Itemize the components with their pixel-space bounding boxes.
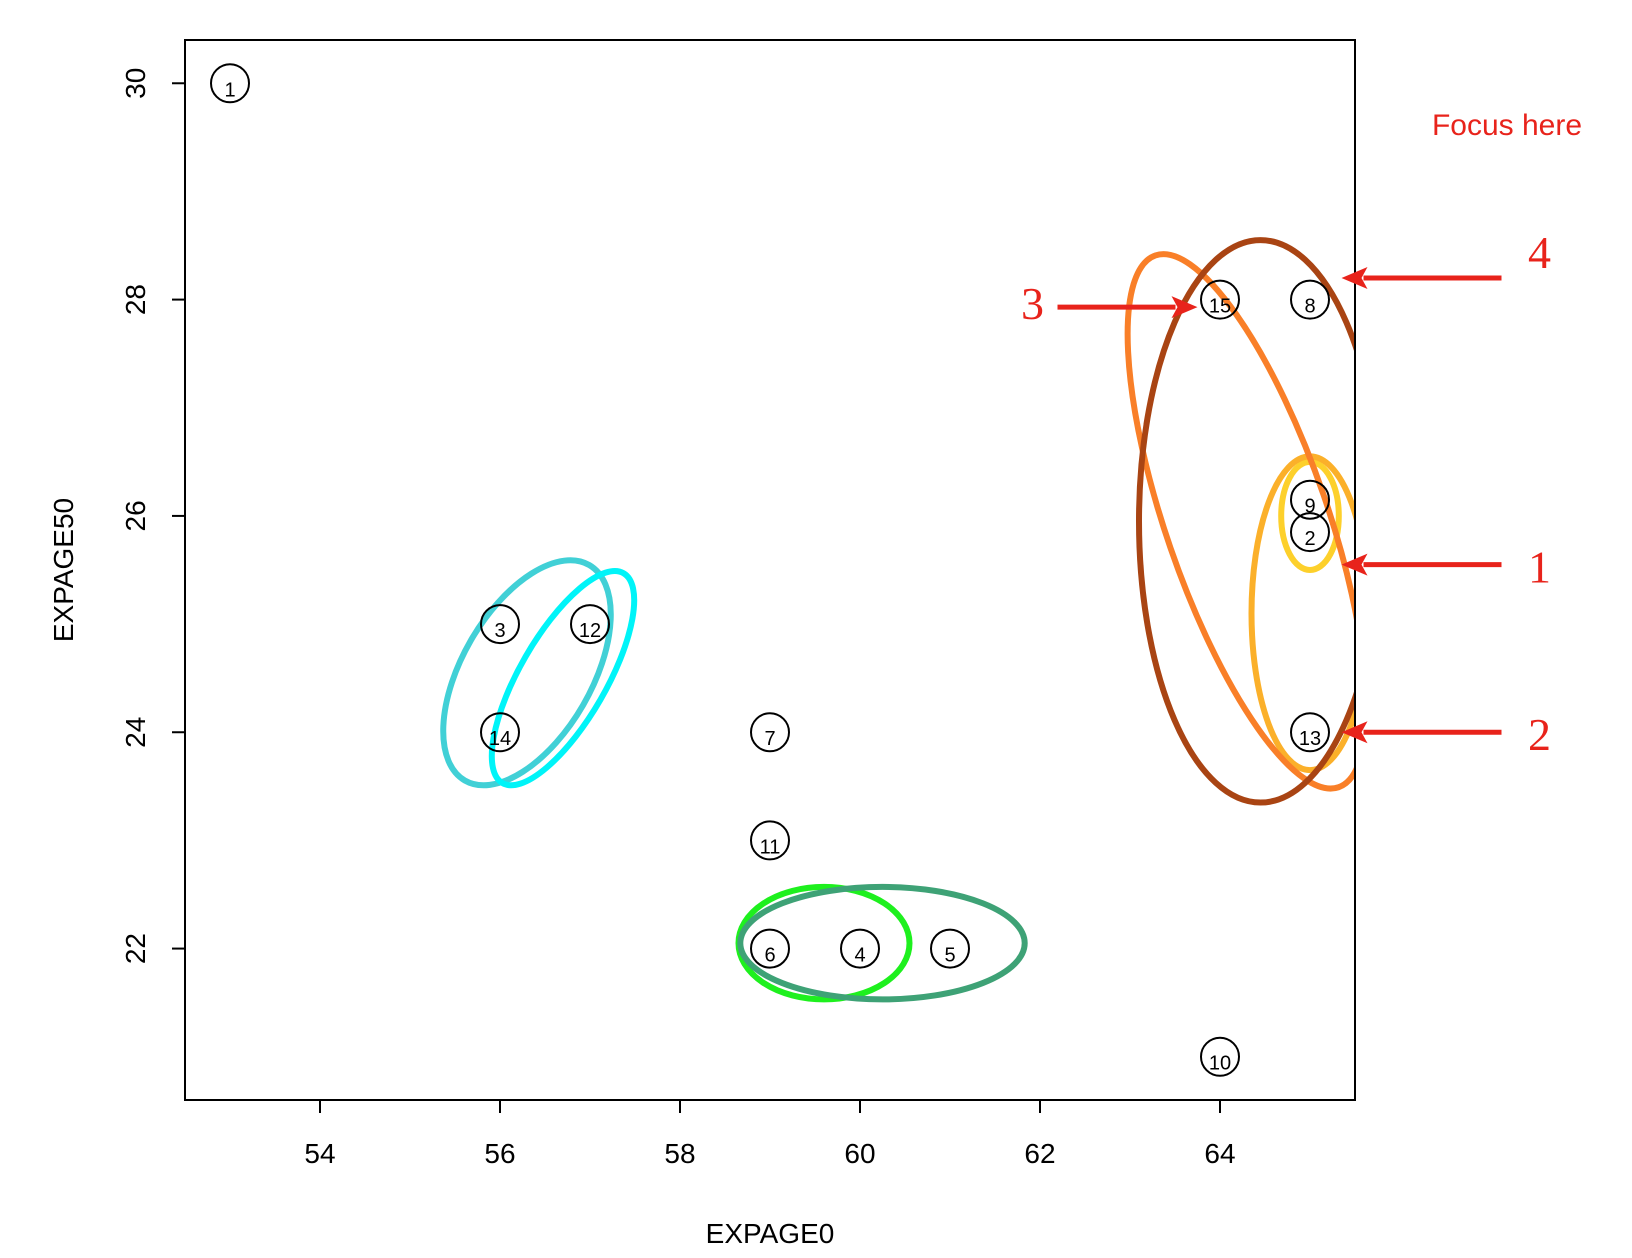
annotation-label: 4 (1528, 227, 1551, 278)
arrow-head (1171, 296, 1198, 319)
point-label: 12 (579, 620, 601, 642)
cluster-ellipse (735, 883, 913, 1003)
x-axis: 54 56 58 60 62 64 (304, 1100, 1236, 1169)
point-label: 7 (764, 728, 775, 750)
data-point: 7 (750, 712, 790, 753)
point-label: 8 (1304, 296, 1315, 318)
data-point: 12 (570, 604, 610, 645)
focus-note: Focus here (1432, 109, 1582, 142)
point-marker (1200, 1036, 1240, 1077)
data-point: 10 (1200, 1036, 1240, 1077)
data-point: 5 (930, 928, 970, 969)
point-label: 1 (224, 79, 235, 101)
point-marker (570, 604, 610, 645)
arrow-head (1341, 553, 1368, 576)
point-marker (1290, 479, 1330, 520)
data-point: 6 (750, 928, 790, 969)
annotation-arrow: 4 (1341, 227, 1551, 289)
x-tick-label: 62 (1024, 1138, 1055, 1169)
data-point: 13 (1290, 712, 1330, 753)
annotation-arrows: 1 2 3 4 (1021, 227, 1551, 760)
data-point: 15 (1200, 279, 1240, 320)
cluster-ellipse (488, 568, 638, 789)
point-marker (750, 928, 790, 969)
arrow-head (1341, 266, 1368, 289)
cluster-ellipse (440, 557, 614, 789)
x-tick-label: 64 (1204, 1138, 1235, 1169)
cluster-ellipses (440, 237, 1355, 1003)
point-marker (480, 712, 520, 753)
annotation-arrow: 3 (1021, 278, 1198, 329)
point-marker (1290, 712, 1330, 753)
data-point: 14 (480, 712, 520, 753)
point-label: 2 (1304, 528, 1315, 550)
y-axis-label: EXPAGE50 (48, 498, 79, 642)
point-marker (750, 712, 790, 753)
x-tick-label: 60 (844, 1138, 875, 1169)
annotation-label: 1 (1528, 542, 1551, 593)
data-point: 2 (1290, 512, 1330, 553)
x-tick-label: 54 (304, 1138, 335, 1169)
y-tick-label: 26 (120, 500, 151, 531)
point-marker (210, 63, 250, 104)
point-label: 13 (1299, 728, 1321, 750)
x-tick-label: 56 (484, 1138, 515, 1169)
point-label: 15 (1209, 296, 1231, 318)
point-marker (750, 820, 790, 861)
annotation-arrow: 2 (1341, 709, 1551, 760)
cluster-ellipse (1136, 237, 1355, 806)
y-tick-label: 28 (120, 284, 151, 315)
annotation-label: 3 (1021, 278, 1044, 329)
data-point: 9 (1290, 479, 1330, 520)
annotation-label: 2 (1528, 709, 1551, 760)
point-label: 3 (494, 620, 505, 642)
annotation-arrow: 1 (1341, 542, 1551, 593)
point-marker (840, 928, 880, 969)
point-marker (1290, 512, 1330, 553)
point-marker (1290, 279, 1330, 320)
point-marker (480, 604, 520, 645)
data-point: 1 (210, 63, 250, 104)
x-tick-label: 58 (664, 1138, 695, 1169)
cluster-ellipse (737, 883, 1028, 1003)
y-tick-label: 22 (120, 933, 151, 964)
data-point: 4 (840, 928, 880, 969)
y-tick-label: 30 (120, 68, 151, 99)
point-label: 6 (764, 945, 775, 967)
data-point: 11 (750, 820, 790, 861)
data-point: 3 (480, 604, 520, 645)
point-label: 10 (1209, 1053, 1231, 1075)
arrow-head (1341, 721, 1368, 744)
point-label: 5 (944, 945, 955, 967)
cluster-ellipse (1124, 251, 1355, 792)
point-label: 11 (760, 836, 781, 858)
point-label: 9 (1304, 496, 1315, 518)
point-marker (1200, 279, 1240, 320)
y-tick-label: 24 (120, 717, 151, 748)
point-label: 4 (854, 945, 865, 967)
point-marker (930, 928, 970, 969)
x-axis-label: EXPAGE0 (706, 1218, 835, 1249)
y-axis: 22 24 26 28 30 (120, 68, 185, 964)
data-point: 8 (1290, 279, 1330, 320)
point-label: 14 (489, 728, 511, 750)
